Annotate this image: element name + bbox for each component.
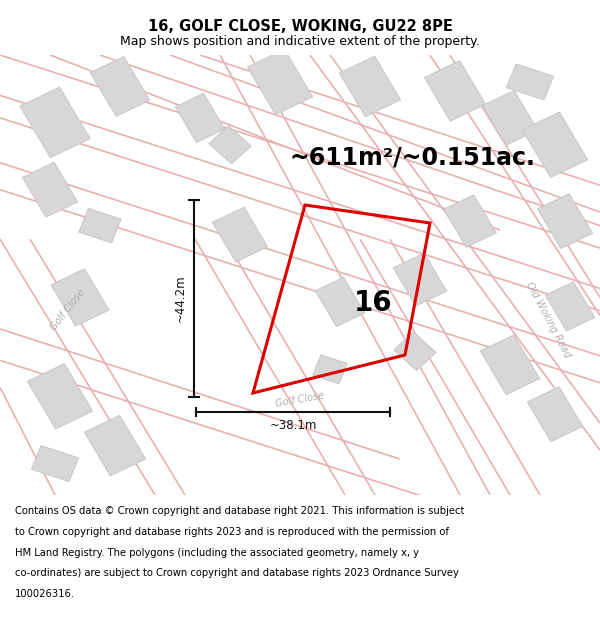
Text: 16, GOLF CLOSE, WOKING, GU22 8PE: 16, GOLF CLOSE, WOKING, GU22 8PE xyxy=(148,19,452,34)
Polygon shape xyxy=(481,335,539,394)
Polygon shape xyxy=(31,446,79,481)
Polygon shape xyxy=(209,126,251,164)
Polygon shape xyxy=(393,253,447,306)
Polygon shape xyxy=(394,332,436,371)
Polygon shape xyxy=(212,207,268,262)
Text: 16: 16 xyxy=(354,289,392,317)
Polygon shape xyxy=(482,91,538,145)
Text: to Crown copyright and database rights 2023 and is reproduced with the permissio: to Crown copyright and database rights 2… xyxy=(15,527,449,537)
Polygon shape xyxy=(28,364,92,429)
Polygon shape xyxy=(91,57,149,116)
Polygon shape xyxy=(538,194,593,249)
Text: ~38.1m: ~38.1m xyxy=(269,419,317,432)
Polygon shape xyxy=(85,416,146,476)
Polygon shape xyxy=(545,282,595,331)
Polygon shape xyxy=(247,49,313,114)
Polygon shape xyxy=(175,93,224,142)
Text: co-ordinates) are subject to Crown copyright and database rights 2023 Ordnance S: co-ordinates) are subject to Crown copyr… xyxy=(15,568,459,578)
Text: Golf Close: Golf Close xyxy=(49,288,87,332)
Polygon shape xyxy=(313,355,347,384)
Polygon shape xyxy=(79,208,121,242)
Text: ~611m²/~0.151ac.: ~611m²/~0.151ac. xyxy=(290,146,536,170)
Text: ~44.2m: ~44.2m xyxy=(173,275,187,322)
Polygon shape xyxy=(527,387,583,442)
Polygon shape xyxy=(51,269,109,326)
Text: Golf Close: Golf Close xyxy=(275,391,325,409)
Text: Old Woking Road: Old Woking Road xyxy=(524,281,572,359)
Polygon shape xyxy=(20,87,90,158)
Text: Contains OS data © Crown copyright and database right 2021. This information is : Contains OS data © Crown copyright and d… xyxy=(15,506,464,516)
Polygon shape xyxy=(506,64,554,100)
Polygon shape xyxy=(444,195,496,248)
Text: Map shows position and indicative extent of the property.: Map shows position and indicative extent… xyxy=(120,35,480,48)
Polygon shape xyxy=(523,112,587,178)
Text: HM Land Registry. The polygons (including the associated geometry, namely x, y: HM Land Registry. The polygons (includin… xyxy=(15,548,419,558)
Polygon shape xyxy=(340,56,401,117)
Polygon shape xyxy=(22,162,77,217)
Text: 100026316.: 100026316. xyxy=(15,589,75,599)
Polygon shape xyxy=(316,278,365,326)
Polygon shape xyxy=(424,61,485,121)
